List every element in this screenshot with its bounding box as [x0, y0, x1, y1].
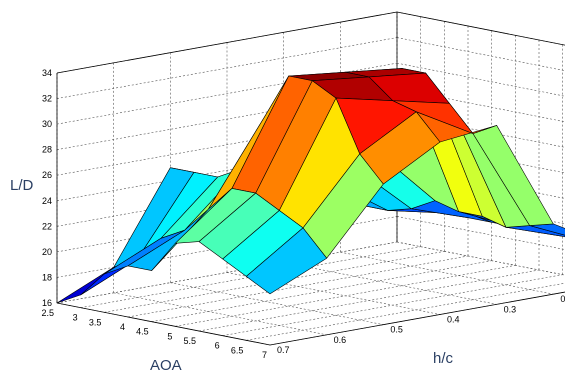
box-edge	[56, 11, 398, 74]
x-grid-line	[175, 265, 516, 327]
z-axis-label: L/D	[10, 177, 34, 194]
x-tick-label: 4	[120, 322, 125, 332]
z-grid-line	[56, 62, 398, 125]
x-tick-label: 3.5	[89, 317, 102, 327]
x-grid-line	[56, 241, 398, 304]
x-grid-line	[222, 274, 563, 336]
y-grid-line	[113, 292, 327, 336]
z-grid-line	[56, 113, 398, 176]
z-tick-label: 20	[42, 247, 52, 257]
z-grid-line	[396, 37, 565, 71]
y-grid-line	[396, 241, 565, 276]
y-tick-label: 0.7	[277, 345, 290, 355]
y-tick-label: 0.4	[447, 315, 460, 325]
surface-patch	[246, 227, 328, 295]
surface-layer	[56, 68, 565, 304]
y-tick-label: 0.2	[560, 294, 565, 304]
x-grid-line	[151, 260, 492, 322]
z-tick-label: 24	[42, 196, 52, 206]
x-tick-label: 6.5	[231, 345, 244, 355]
z-tick-label: 32	[42, 94, 52, 104]
x-tick-label: 4.5	[136, 327, 149, 337]
x-axis-label: AOA	[150, 357, 182, 374]
x-grid-line	[269, 291, 565, 346]
x-tick-label: 5.5	[183, 336, 196, 346]
z-grid-line	[56, 139, 398, 202]
x-grid-line	[198, 269, 540, 332]
x-tick-label: 2.5	[41, 308, 54, 318]
y-grid-line	[340, 251, 554, 295]
y-grid-line	[283, 262, 497, 305]
z-tick-label: 34	[42, 68, 52, 78]
z-tick-label: 30	[42, 119, 52, 129]
z-tick-label: 16	[42, 298, 52, 308]
y-grid-line	[170, 282, 384, 325]
z-grid-line	[396, 216, 565, 250]
z-tick-label: 18	[42, 272, 52, 282]
x-tick-label: 3	[73, 313, 78, 323]
x-grid-line	[246, 282, 565, 341]
y-tick-label: 0.3	[504, 304, 517, 314]
z-grid-line	[396, 241, 565, 276]
x-tick-label: 6	[215, 341, 220, 351]
y-tick-label: 0.5	[390, 325, 403, 335]
x-tick-label: 7	[262, 350, 267, 360]
z-tick-label: 28	[42, 145, 52, 155]
x-tick-label: 5	[167, 331, 172, 341]
y-tick-label: 0.6	[334, 335, 347, 345]
z-grid-line	[396, 62, 565, 97]
x-grid-line	[127, 255, 469, 318]
z-tick-label: 22	[42, 221, 52, 231]
box-edge	[396, 11, 565, 46]
tick-layer: 16 18 20 22 24 26 28 30 32 34 2.5 3 3.5 4 4.5 5 5.5 6 6.5 7…	[41, 68, 565, 360]
z-grid-line	[396, 11, 565, 46]
x-axis-line	[56, 302, 271, 346]
y-axis-line	[269, 291, 565, 346]
z-tick-label: 26	[42, 170, 52, 180]
y-axis-label: h/c	[433, 350, 454, 367]
